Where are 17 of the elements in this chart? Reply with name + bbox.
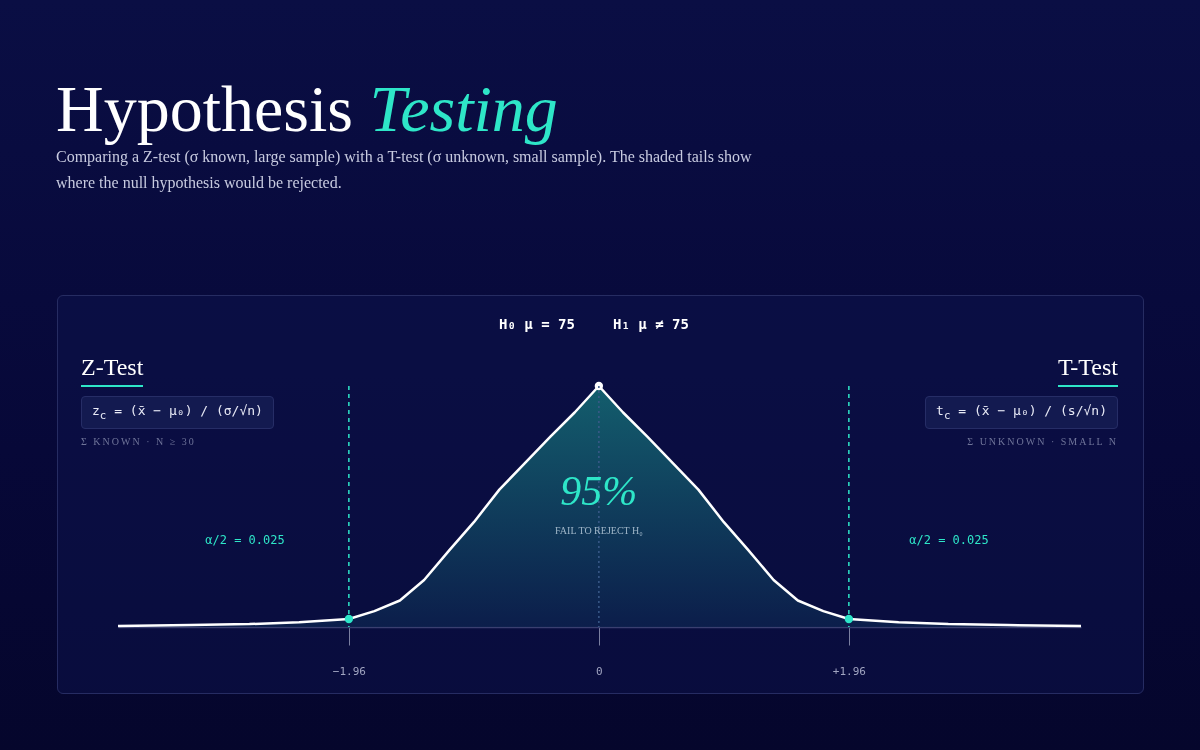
annotation: α/2 = 0.025 <box>909 533 989 547</box>
annotation: 95% <box>560 468 638 515</box>
annotation: α/2 = 0.025 <box>205 533 285 547</box>
annotation: FAIL TO REJECT H₀ <box>555 524 644 536</box>
x-tick-label: 0 <box>596 664 603 678</box>
annotation: t$_{c}$ = (x̄ − μ₀) / (s/√n) <box>925 396 1118 429</box>
annotation: z$_{c}$ = (x̄ − μ₀) / (σ/√n) <box>81 396 274 429</box>
chart-subtitle: Comparing a Z-test (σ known, large sample) with a T-test (σ unknown, small sample). The shaded tails show where the null hypothesis would be rejected. <box>56 147 753 194</box>
text: Z-Test <box>81 354 144 387</box>
text: H₀ μ = 75 <box>499 316 575 332</box>
annotation: Σ UNKNOWN · SMALL N <box>967 436 1118 447</box>
text: T-Test <box>1057 354 1118 387</box>
text: H₁ μ ≠ 75 <box>613 316 689 332</box>
chart-title: Hypothesis Testing <box>56 72 558 145</box>
x-tick-label: +1.96 <box>832 664 866 678</box>
x-tick-label: −1.96 <box>332 664 366 678</box>
annotation: Σ KNOWN · N ≥ 30 <box>81 436 196 447</box>
